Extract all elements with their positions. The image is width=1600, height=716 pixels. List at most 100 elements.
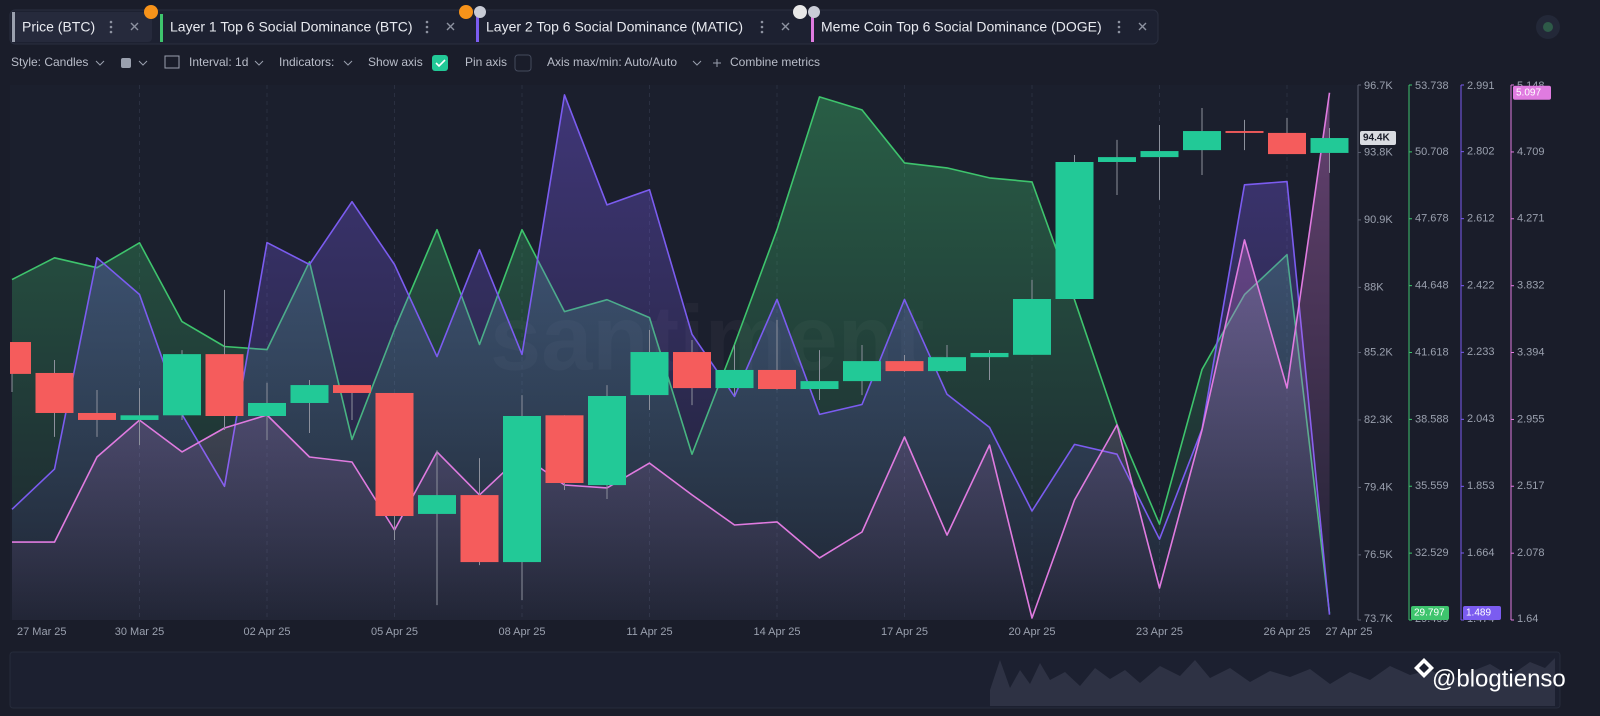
y-tick-label: 44.648 bbox=[1415, 280, 1449, 292]
y-tick-label: 2.078 bbox=[1517, 547, 1545, 559]
chevron bbox=[343, 60, 353, 66]
show-axis-label: Show axis bbox=[368, 55, 423, 69]
candle-body bbox=[1098, 157, 1136, 162]
candle-body bbox=[673, 352, 711, 389]
candle-body bbox=[248, 402, 286, 417]
y-tick-label: 2.991 bbox=[1467, 80, 1495, 92]
line bbox=[12, 92, 1331, 619]
candle-body bbox=[545, 415, 584, 483]
candle-body bbox=[1268, 132, 1306, 155]
y-tick-label: 3.832 bbox=[1517, 280, 1545, 292]
y-tick-label: 2.043 bbox=[1467, 413, 1495, 425]
candle-body bbox=[78, 412, 116, 420]
y-tick-label: 3.394 bbox=[1517, 346, 1545, 358]
tab-label[interactable]: Layer 1 Top 6 Social Dominance (BTC) bbox=[170, 19, 413, 35]
checkmark bbox=[435, 59, 446, 68]
candle-body bbox=[460, 495, 499, 563]
lock-icon bbox=[474, 6, 486, 18]
y-tick-label: 4.709 bbox=[1517, 146, 1545, 158]
x-tick-label: 27 Apr 25 bbox=[1325, 626, 1372, 638]
tab-menu[interactable] bbox=[1117, 20, 1121, 34]
price-tag-bg bbox=[1360, 131, 1396, 146]
y-tick-label: 88K bbox=[1364, 281, 1384, 293]
candle-body bbox=[1225, 131, 1264, 133]
y-tick-label: 90.9K bbox=[1364, 214, 1393, 226]
y-tick-label: 93.8K bbox=[1364, 146, 1393, 158]
y-tick-label: 2.233 bbox=[1467, 346, 1495, 358]
color-selector[interactable] bbox=[121, 58, 131, 68]
tab-close[interactable] bbox=[781, 22, 790, 31]
candle-body bbox=[1013, 299, 1051, 355]
pin-axis-label: Pin axis bbox=[465, 55, 507, 69]
candle-body bbox=[375, 392, 414, 517]
tab-menu[interactable] bbox=[425, 20, 429, 34]
combine-metrics[interactable]: Combine metrics bbox=[730, 55, 820, 69]
candle-body bbox=[1055, 161, 1094, 299]
candle-body bbox=[418, 495, 456, 514]
candle-body bbox=[970, 352, 1009, 358]
y-tick-label: 2.612 bbox=[1467, 213, 1495, 225]
tab-active-bg[interactable] bbox=[12, 12, 152, 42]
navigator-preview bbox=[990, 658, 1555, 706]
axis-range-selector[interactable]: Axis max/min: Auto/Auto bbox=[547, 55, 677, 69]
coin-icon bbox=[144, 5, 158, 19]
candle-body bbox=[843, 361, 881, 382]
candle-body bbox=[588, 395, 626, 486]
tab-marker bbox=[476, 14, 479, 42]
tab-close[interactable] bbox=[1138, 22, 1147, 31]
x-tick-label: 30 Mar 25 bbox=[115, 626, 165, 638]
x-tick-label: 14 Apr 25 bbox=[753, 626, 800, 638]
tab-menus bbox=[109, 20, 1121, 34]
tab-close[interactable] bbox=[130, 22, 139, 31]
candle-body bbox=[333, 385, 371, 393]
y-tick-label: 53.738 bbox=[1415, 80, 1449, 92]
credit-icon bbox=[1414, 658, 1434, 678]
candle-body bbox=[205, 354, 244, 417]
tab-menu[interactable] bbox=[109, 20, 113, 34]
y-tick-label: 85.2K bbox=[1364, 346, 1393, 358]
areas bbox=[11, 92, 1331, 620]
axes: 27 Mar 25 30 Mar 25 02 Apr 25 05 Apr 25 08 A… bbox=[17, 80, 1551, 638]
tab-marker bbox=[12, 12, 15, 42]
y-tick-label: 35.559 bbox=[1415, 480, 1449, 492]
pin-axis-checkbox[interactable] bbox=[514, 54, 532, 72]
y-tick-label: 82.3K bbox=[1364, 414, 1393, 426]
candle-body bbox=[290, 385, 329, 403]
y-tick-label: 32.529 bbox=[1415, 547, 1449, 559]
chevron bbox=[95, 60, 105, 66]
y-tick-label: 79.4K bbox=[1364, 481, 1393, 493]
candle-body bbox=[630, 352, 669, 396]
interval-selector[interactable]: Interval: 1d bbox=[189, 55, 248, 69]
value-tag-bg bbox=[1411, 606, 1449, 620]
indicators-selector[interactable]: Indicators: bbox=[279, 55, 334, 69]
coin-icon bbox=[459, 5, 473, 19]
tab-menu[interactable] bbox=[760, 20, 764, 34]
y-tick-label: 73.7K bbox=[1364, 613, 1393, 625]
tab-label[interactable]: Layer 2 Top 6 Social Dominance (MATIC) bbox=[486, 19, 743, 35]
tab-closes bbox=[130, 22, 1147, 31]
y-tick-label: 38.588 bbox=[1415, 413, 1449, 425]
show-axis-checkbox[interactable] bbox=[432, 55, 448, 71]
y-tick-label: 76.5K bbox=[1364, 549, 1393, 561]
x-tick-label: 11 Apr 25 bbox=[626, 626, 672, 638]
plus-icon bbox=[713, 59, 721, 67]
chevron bbox=[692, 60, 702, 66]
y-tick-label: 50.708 bbox=[1415, 146, 1449, 158]
style-selector[interactable]: Style: Candles bbox=[11, 55, 88, 69]
x-tick-label: 02 Apr 25 bbox=[243, 626, 290, 638]
y-tick-label: 47.678 bbox=[1415, 213, 1449, 225]
candle-body bbox=[1183, 131, 1221, 151]
y-tick-label: 2.422 bbox=[1467, 280, 1495, 292]
value-tag: 1.489 bbox=[1466, 608, 1491, 619]
tab-close[interactable] bbox=[446, 22, 455, 31]
y-tick-label: 96.7K bbox=[1364, 80, 1393, 92]
tab-label[interactable]: Meme Coin Top 6 Social Dominance (DOGE) bbox=[821, 19, 1102, 35]
y-tick-label: 2.802 bbox=[1467, 146, 1495, 158]
x-tick-label: 08 Apr 25 bbox=[498, 626, 545, 638]
tab-label[interactable]: Price (BTC) bbox=[22, 19, 95, 35]
x-tick-label: 20 Apr 25 bbox=[1008, 626, 1055, 638]
y-tick-label: 1.664 bbox=[1467, 547, 1495, 559]
x-tick-label: 27 Mar 25 bbox=[17, 626, 67, 638]
candle-body bbox=[120, 415, 159, 420]
